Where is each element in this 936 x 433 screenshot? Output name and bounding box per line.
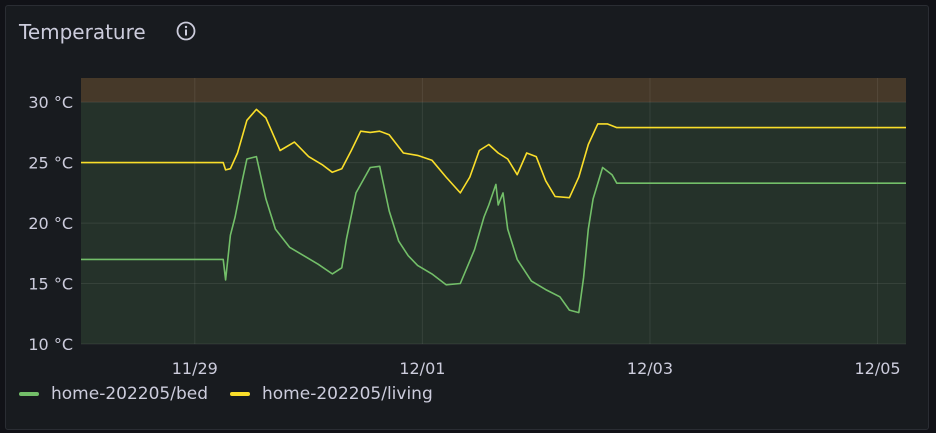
- x-tick-label: 12/01: [399, 359, 445, 378]
- legend-swatch-bed: [19, 392, 39, 396]
- y-tick-label: 20 °C: [28, 214, 73, 233]
- info-icon[interactable]: [176, 21, 196, 41]
- x-tick-label: 12/03: [627, 359, 673, 378]
- legend: home-202205/bed home-202205/living: [19, 384, 433, 404]
- y-tick-label: 25 °C: [28, 154, 73, 173]
- y-tick-label: 30 °C: [28, 93, 73, 112]
- threshold-warning-region: [81, 78, 906, 103]
- threshold-normal-region: [81, 102, 906, 344]
- legend-swatch-living: [230, 392, 250, 396]
- y-tick-label: 10 °C: [28, 335, 73, 354]
- x-tick-label: 11/29: [172, 359, 218, 378]
- legend-label-bed: home-202205/bed: [51, 384, 208, 404]
- legend-item-living[interactable]: home-202205/living: [230, 384, 433, 404]
- x-tick-label: 12/05: [854, 359, 900, 378]
- panel-title: Temperature: [19, 20, 146, 44]
- legend-item-bed[interactable]: home-202205/bed: [19, 384, 208, 404]
- legend-label-living: home-202205/living: [262, 384, 433, 404]
- series-line-bed: [81, 155, 906, 314]
- temperature-panel: Temperature: [5, 5, 929, 430]
- series-line-living: [81, 108, 906, 199]
- y-tick-label: 15 °C: [28, 275, 73, 294]
